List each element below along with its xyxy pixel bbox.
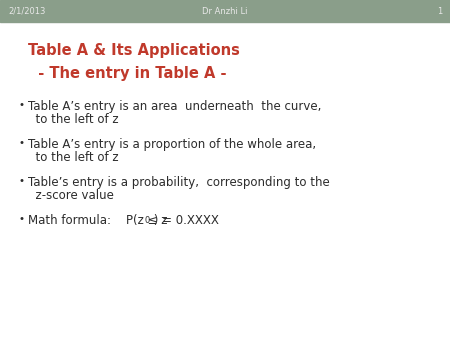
Text: •: • (18, 214, 24, 224)
Text: to the left of z: to the left of z (28, 151, 119, 164)
Text: 1: 1 (437, 6, 442, 16)
Text: to the left of z: to the left of z (28, 113, 119, 126)
Text: Table A’s entry is a proportion of the whole area,: Table A’s entry is a proportion of the w… (28, 138, 316, 151)
Text: - The entry in Table A -: - The entry in Table A - (28, 66, 226, 81)
Text: z-score value: z-score value (28, 189, 114, 202)
Text: Table A & Its Applications: Table A & Its Applications (28, 43, 240, 58)
Text: ) = 0.XXXX: ) = 0.XXXX (150, 214, 219, 227)
Text: 0: 0 (144, 216, 150, 225)
Text: Dr Anzhi Li: Dr Anzhi Li (202, 6, 248, 16)
Text: 2/1/2013: 2/1/2013 (8, 6, 45, 16)
Text: Table A’s entry is an area  underneath  the curve,: Table A’s entry is an area underneath th… (28, 100, 321, 113)
Text: Math formula:    P(z ≤ z: Math formula: P(z ≤ z (28, 214, 167, 227)
Text: •: • (18, 100, 24, 110)
Text: •: • (18, 138, 24, 148)
Text: Table’s entry is a probability,  corresponding to the: Table’s entry is a probability, correspo… (28, 176, 330, 189)
Bar (0, 0, 450, 22)
Text: •: • (18, 176, 24, 186)
